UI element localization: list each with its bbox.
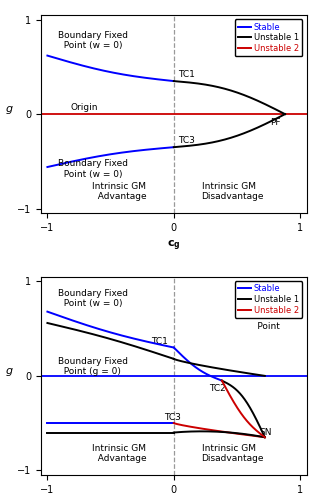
Text: TC1: TC1 bbox=[151, 338, 168, 346]
Legend: Stable, Unstable 1, Unstable 2: Stable, Unstable 1, Unstable 2 bbox=[235, 19, 302, 56]
Y-axis label: g: g bbox=[5, 104, 12, 114]
Text: TC2: TC2 bbox=[209, 384, 226, 392]
X-axis label: $\mathbf{c_g}$: $\mathbf{c_g}$ bbox=[167, 238, 180, 253]
Legend: Stable, Unstable 1, Unstable 2: Stable, Unstable 1, Unstable 2 bbox=[235, 281, 302, 318]
Text: Boundary Fixed
  Point (w = 0): Boundary Fixed Point (w = 0) bbox=[58, 31, 128, 50]
Text: Boundary Fixed
  Point (g = 0): Boundary Fixed Point (g = 0) bbox=[58, 356, 128, 376]
Text: TC1: TC1 bbox=[178, 70, 194, 79]
Text: TC3: TC3 bbox=[164, 413, 180, 422]
Text: Intrinsic GM
Disadvantage: Intrinsic GM Disadvantage bbox=[202, 444, 264, 463]
Text: Origin: Origin bbox=[70, 103, 98, 112]
Text: Boundary Fixed
  Point (w = 0): Boundary Fixed Point (w = 0) bbox=[58, 159, 128, 178]
Text: Intrinsic GM
  Advantage: Intrinsic GM Advantage bbox=[92, 444, 146, 463]
Text: Boundary Fixed
  Point (w = 0): Boundary Fixed Point (w = 0) bbox=[58, 288, 128, 308]
Text: Interior Fixed
     Point: Interior Fixed Point bbox=[243, 312, 303, 331]
Text: PF: PF bbox=[270, 118, 280, 127]
Text: Intrinsic GM
Disadvantage: Intrinsic GM Disadvantage bbox=[202, 182, 264, 202]
Y-axis label: g: g bbox=[5, 366, 12, 376]
Text: TC3: TC3 bbox=[178, 136, 194, 145]
Text: Intrinsic GM
  Advantage: Intrinsic GM Advantage bbox=[92, 182, 146, 202]
Text: SN: SN bbox=[260, 428, 272, 437]
